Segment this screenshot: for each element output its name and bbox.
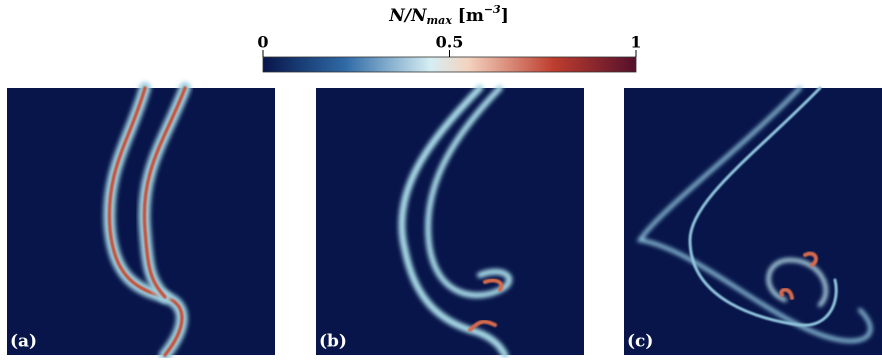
tick-label: 0.5 [436, 33, 464, 52]
panel-image [316, 84, 584, 359]
colorbar [262, 56, 637, 73]
panel-image [7, 82, 275, 361]
tick-label: 1 [630, 33, 641, 52]
panel-label: (a) [10, 332, 37, 352]
panel-image [624, 86, 882, 355]
panel-label: (b) [319, 332, 347, 352]
colorbar-label: N/Nmax [m−3] [388, 3, 509, 27]
tick-label: 0 [257, 33, 268, 52]
panel-label: (c) [627, 332, 653, 352]
